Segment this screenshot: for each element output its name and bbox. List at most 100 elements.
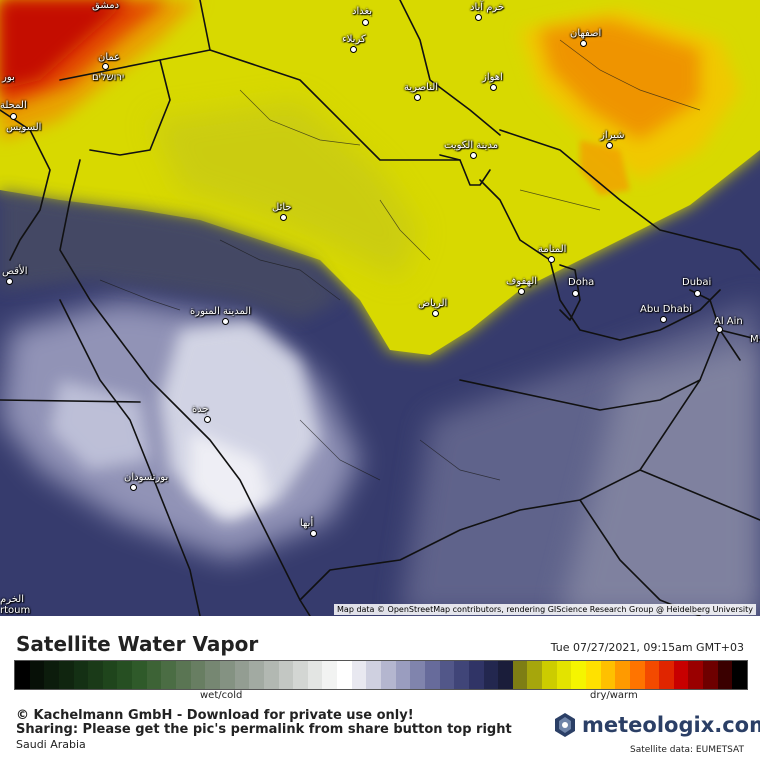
city-marker <box>606 142 613 149</box>
color-scale-swatch <box>366 661 382 689</box>
color-scale-swatch <box>249 661 264 689</box>
region-name: Saudi Arabia <box>16 738 86 751</box>
city-label-manama: المنامة <box>538 244 567 255</box>
city-marker <box>130 484 137 491</box>
city-label-beirut: بور <box>2 72 15 83</box>
city-marker <box>475 14 482 21</box>
color-scale-swatch <box>571 661 586 689</box>
city-label-kuwait: مدينة الكويت <box>444 140 499 151</box>
city-label-isfahan: اصفهان <box>570 28 602 39</box>
copyright-notice: © Kachelmann GmbH - Download for private… <box>16 708 414 723</box>
color-scale-swatch <box>29 661 45 689</box>
color-scale-bar <box>14 660 748 690</box>
color-scale-swatch <box>659 661 674 689</box>
color-scale-swatch <box>512 661 528 689</box>
city-marker <box>204 416 211 423</box>
city-marker <box>6 278 13 285</box>
color-scale-swatch <box>644 661 660 689</box>
city-label-damascus: دمشق <box>92 0 120 11</box>
color-scale-swatch <box>439 661 455 689</box>
color-scale-swatch <box>337 661 352 689</box>
city-label-khartoum-latin: rtoum <box>0 605 31 616</box>
color-scale-swatch <box>381 661 396 689</box>
color-scale-swatch <box>542 661 557 689</box>
city-marker <box>548 256 555 263</box>
color-scale-swatch <box>58 661 74 689</box>
color-scale-swatch <box>395 661 411 689</box>
city-marker <box>518 288 525 295</box>
color-scale-swatch <box>468 661 484 689</box>
color-scale-swatch <box>44 661 59 689</box>
meteologix-logo-icon <box>555 713 575 737</box>
color-scale-swatch <box>73 661 89 689</box>
city-marker <box>10 113 17 120</box>
city-label-m: M <box>750 334 759 345</box>
city-label-ahvaz: اهواز <box>482 72 503 83</box>
city-label-amman: عمان <box>98 52 121 63</box>
sharing-notice: Sharing: Please get the pic's permalink … <box>16 722 512 737</box>
map-imagery <box>0 0 760 616</box>
color-scale-swatch <box>307 661 323 689</box>
city-marker <box>350 46 357 53</box>
city-label-baghdad: بغداد <box>352 6 373 17</box>
city-label-khorramabad: خرم آباد <box>470 2 505 13</box>
city-label-abudhabi: Abu Dhabi <box>640 304 692 315</box>
brand-logo[interactable]: meteologix.com <box>554 712 760 738</box>
scale-label-wet-cold: wet/cold <box>200 690 243 701</box>
city-marker <box>660 316 667 323</box>
color-scale-swatch <box>117 661 133 689</box>
color-scale-swatch <box>219 661 235 689</box>
city-marker <box>222 318 229 325</box>
color-scale-swatch <box>498 661 513 689</box>
city-label-hail: حائل <box>272 202 292 213</box>
color-scale-swatch <box>234 661 250 689</box>
timestamp: Tue 07/27/2021, 09:15am GMT+03 <box>550 641 744 654</box>
brand-name: meteologix.com <box>582 713 760 737</box>
satellite-data-credit: Satellite data: EUMETSAT <box>630 745 744 755</box>
city-label-karbala: كربلاء <box>342 34 366 45</box>
color-scale-swatch <box>88 661 103 689</box>
city-marker <box>490 84 497 91</box>
city-label-riyadh: الرياض <box>418 298 448 309</box>
color-scale-swatch <box>629 661 645 689</box>
city-marker <box>280 214 287 221</box>
color-scale-swatch <box>278 661 294 689</box>
color-scale-swatch <box>703 661 718 689</box>
color-scale-swatch <box>132 661 147 689</box>
city-label-doha: Doha <box>568 277 595 288</box>
city-label-suez: السويس <box>6 122 42 133</box>
color-scale-swatch <box>146 661 162 689</box>
city-label-jerusalem: ירושלים <box>92 72 125 83</box>
city-label-jeddah: جدة <box>192 404 209 415</box>
city-marker <box>102 63 109 70</box>
color-scale-swatch <box>410 661 425 689</box>
city-label-khartoum-arabic: الخرم <box>0 594 24 605</box>
scale-label-dry-warm: dry/warm <box>590 690 638 701</box>
color-scale-swatch <box>322 661 338 689</box>
color-scale-swatch <box>556 661 572 689</box>
color-scale-swatch <box>732 661 748 689</box>
color-scale-swatch <box>717 661 733 689</box>
color-scale-swatch <box>673 661 689 689</box>
satellite-map[interactable]: دمشق بغداد خرم آباد كربلاء اصفهان عمان י… <box>0 0 760 616</box>
color-scale-swatch <box>102 661 118 689</box>
city-label-mahalla: المحلة <box>0 100 27 111</box>
city-marker <box>716 326 723 333</box>
city-label-dubai: Dubai <box>682 277 712 288</box>
color-scale-swatch <box>161 661 177 689</box>
city-marker <box>362 19 369 26</box>
city-label-abha: أبها <box>300 518 314 529</box>
city-marker <box>572 290 579 297</box>
city-marker <box>432 310 439 317</box>
city-label-hofuf: الهفوف <box>506 276 538 287</box>
color-scale-swatch <box>351 661 367 689</box>
city-label-luxor: الأقص <box>2 266 28 277</box>
color-scale-swatch <box>176 661 191 689</box>
color-scale-swatch <box>483 661 499 689</box>
city-label-portsudan: بورتسودان <box>124 472 169 483</box>
city-marker <box>414 94 421 101</box>
city-label-alain: Al Ain <box>714 316 743 327</box>
color-scale-swatch <box>454 661 469 689</box>
city-marker <box>580 40 587 47</box>
city-label-medina: المدينة المنورة <box>190 306 252 317</box>
